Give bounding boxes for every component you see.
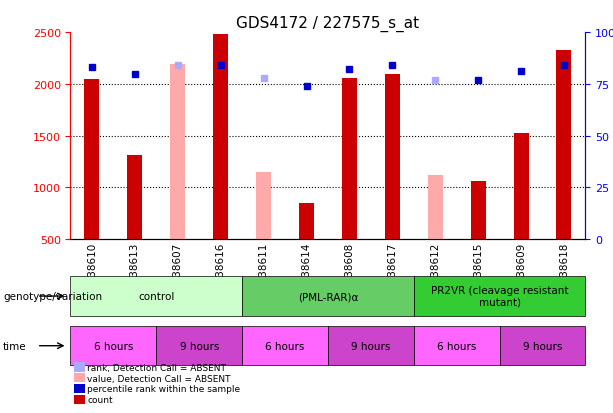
Text: 6 hours: 6 hours [265, 341, 305, 351]
Text: 9 hours: 9 hours [351, 341, 390, 351]
Text: 6 hours: 6 hours [437, 341, 476, 351]
Bar [471, 182, 485, 240]
Bar [299, 204, 314, 240]
Title: GDS4172 / 227575_s_at: GDS4172 / 227575_s_at [237, 16, 419, 32]
Bar [385, 74, 400, 240]
Bar [256, 173, 271, 240]
Bar [557, 50, 571, 240]
Text: 6 hours: 6 hours [94, 341, 133, 351]
Bar [342, 78, 357, 240]
Bar [213, 35, 228, 240]
Bar [514, 133, 528, 240]
Text: (PML-RAR)α: (PML-RAR)α [298, 291, 358, 301]
Bar [428, 176, 443, 240]
Bar [85, 79, 99, 240]
Bar [170, 65, 185, 240]
Text: rank, Detection Call = ABSENT: rank, Detection Call = ABSENT [87, 363, 226, 372]
Text: control: control [138, 291, 175, 301]
Text: value, Detection Call = ABSENT: value, Detection Call = ABSENT [87, 374, 230, 383]
Text: PR2VR (cleavage resistant
mutant): PR2VR (cleavage resistant mutant) [431, 285, 568, 307]
Bar [128, 156, 142, 240]
Text: percentile rank within the sample: percentile rank within the sample [87, 385, 240, 394]
Text: time: time [3, 341, 27, 351]
Text: 9 hours: 9 hours [180, 341, 219, 351]
Text: 9 hours: 9 hours [523, 341, 562, 351]
Text: genotype/variation: genotype/variation [3, 291, 102, 301]
Text: count: count [87, 395, 113, 404]
